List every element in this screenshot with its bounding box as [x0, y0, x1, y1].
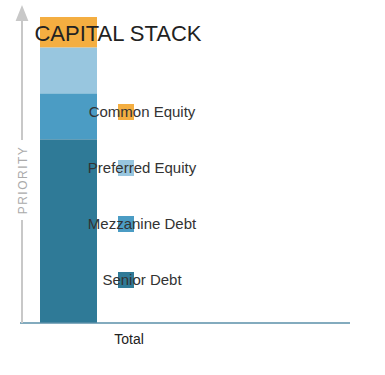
svg-text:PRIORITY: PRIORITY: [16, 146, 30, 215]
svg-text:CAPITAL STACK: CAPITAL STACK: [34, 21, 201, 46]
svg-text:Senior Debt: Senior Debt: [102, 271, 182, 288]
svg-text:Mezzanine Debt: Mezzanine Debt: [88, 215, 197, 232]
svg-text:Total: Total: [114, 331, 144, 347]
svg-text:Common Equity: Common Equity: [89, 103, 196, 120]
svg-text:Preferred Equity: Preferred Equity: [88, 159, 197, 176]
